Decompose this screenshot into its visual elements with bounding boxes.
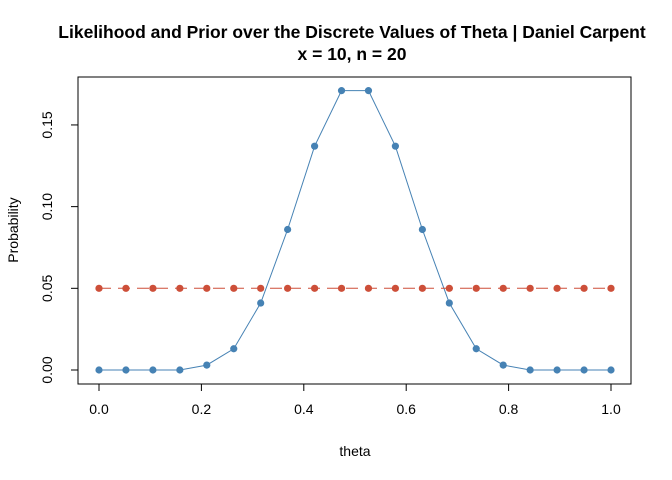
- y-axis-label: Probability: [5, 197, 21, 262]
- data-point: [95, 366, 103, 374]
- data-point: [418, 225, 426, 234]
- x-tick-label: 0.6: [396, 401, 416, 417]
- data-point: [418, 284, 426, 292]
- data-point: [445, 299, 453, 307]
- data-point: [337, 284, 346, 292]
- y-tick-label: 0.00: [39, 356, 55, 383]
- series-layer: [95, 87, 615, 374]
- data-point: [176, 366, 184, 374]
- data-point: [311, 142, 319, 150]
- x-tick-label: 0.2: [192, 401, 212, 417]
- series-line: [99, 90, 611, 371]
- x-tick-label: 1.0: [601, 401, 621, 417]
- data-point: [580, 284, 588, 292]
- data-point: [337, 87, 346, 95]
- x-tick-label: 0.4: [294, 401, 314, 417]
- data-point: [553, 284, 561, 292]
- data-point: [311, 284, 319, 292]
- chart-subtitle: x = 10, n = 20: [298, 44, 407, 64]
- data-point: [122, 366, 130, 374]
- data-point: [526, 366, 534, 374]
- data-point: [257, 284, 265, 292]
- data-point: [499, 361, 507, 369]
- data-point: [499, 284, 507, 292]
- x-axis-label: theta: [339, 443, 370, 459]
- chart-title: Likelihood and Prior over the Discrete V…: [58, 22, 646, 42]
- x-tick-label: 0.8: [499, 401, 519, 417]
- data-point: [472, 345, 480, 353]
- data-point: [149, 366, 157, 374]
- data-point: [122, 284, 130, 292]
- data-point: [203, 284, 211, 292]
- x-tick-label: 0.0: [89, 401, 109, 417]
- x-axis: 0.0 0.2 0.4 0.6 0.8 1.0: [89, 383, 621, 417]
- data-point: [391, 142, 399, 150]
- data-point: [230, 284, 238, 292]
- y-tick-label: 0.05: [39, 274, 55, 301]
- data-point: [607, 366, 615, 374]
- plot-frame: [77, 76, 632, 385]
- y-tick-label: 0.10: [39, 193, 55, 220]
- data-point: [95, 284, 103, 292]
- y-tick-label: 0.15: [39, 111, 55, 138]
- data-point: [257, 299, 265, 307]
- series-2: [95, 284, 615, 292]
- data-point: [176, 284, 184, 292]
- series-1: [95, 87, 615, 374]
- data-point: [526, 284, 534, 292]
- data-point: [472, 284, 480, 292]
- data-point: [149, 284, 157, 292]
- data-point: [445, 284, 453, 292]
- y-axis: 0.00 0.05 0.10 0.15: [39, 111, 79, 384]
- data-point: [553, 366, 561, 374]
- data-point: [364, 87, 373, 95]
- data-point: [391, 284, 399, 292]
- data-point: [580, 366, 588, 374]
- data-point: [230, 345, 238, 353]
- data-point: [203, 361, 211, 369]
- data-point: [607, 284, 615, 292]
- data-point: [284, 225, 292, 234]
- data-point: [364, 284, 373, 292]
- data-point: [284, 284, 292, 292]
